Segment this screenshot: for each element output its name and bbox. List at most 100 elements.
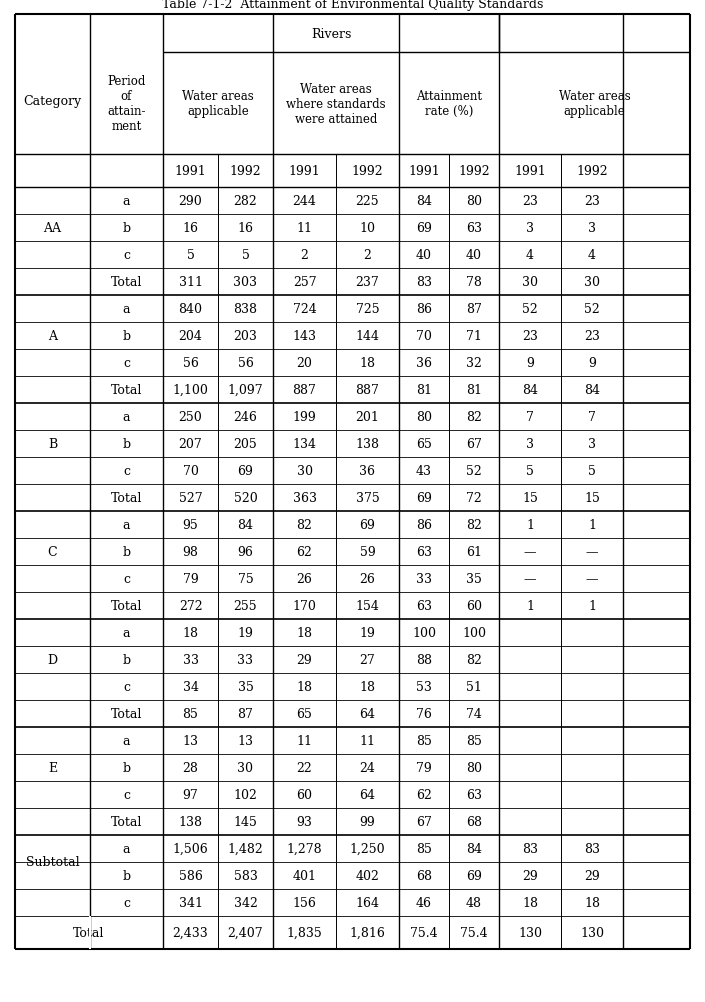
Text: Subtotal: Subtotal bbox=[25, 856, 79, 869]
Text: 11: 11 bbox=[360, 734, 376, 747]
Text: 84: 84 bbox=[522, 384, 538, 397]
Text: c: c bbox=[123, 465, 130, 478]
Text: 67: 67 bbox=[416, 816, 432, 829]
Bar bbox=[90, 916, 91, 949]
Text: 363: 363 bbox=[293, 492, 317, 504]
Text: c: c bbox=[123, 357, 130, 370]
Text: a: a bbox=[123, 411, 130, 424]
Text: 4: 4 bbox=[526, 248, 534, 262]
Text: 93: 93 bbox=[297, 816, 312, 829]
Text: Period
of
attain-
ment: Period of attain- ment bbox=[107, 75, 146, 133]
Text: 63: 63 bbox=[466, 221, 482, 234]
Text: 1992: 1992 bbox=[576, 165, 608, 177]
Text: 97: 97 bbox=[183, 789, 198, 802]
Text: 62: 62 bbox=[416, 789, 432, 802]
Text: 65: 65 bbox=[416, 438, 432, 451]
Text: 3: 3 bbox=[526, 438, 534, 451]
Text: 1,097: 1,097 bbox=[228, 384, 263, 397]
Text: 3: 3 bbox=[588, 438, 596, 451]
Text: 69: 69 bbox=[466, 869, 482, 882]
Text: 84: 84 bbox=[584, 384, 600, 397]
Text: 23: 23 bbox=[584, 194, 600, 207]
Text: 1,506: 1,506 bbox=[173, 842, 209, 855]
Text: 1991: 1991 bbox=[288, 165, 320, 177]
Text: 34: 34 bbox=[183, 680, 199, 693]
Text: 144: 144 bbox=[355, 330, 379, 343]
Text: 13: 13 bbox=[238, 734, 254, 747]
Text: a: a bbox=[123, 734, 130, 747]
Text: 87: 87 bbox=[238, 707, 253, 720]
Text: 586: 586 bbox=[178, 869, 202, 882]
Text: 201: 201 bbox=[355, 411, 379, 424]
Text: 70: 70 bbox=[183, 465, 198, 478]
Text: 84: 84 bbox=[416, 194, 432, 207]
Text: 15: 15 bbox=[522, 492, 538, 504]
Text: b: b bbox=[123, 330, 130, 343]
Text: 56: 56 bbox=[183, 357, 198, 370]
Text: 2,433: 2,433 bbox=[173, 926, 209, 939]
Text: AA: AA bbox=[44, 221, 61, 234]
Text: 402: 402 bbox=[355, 869, 379, 882]
Text: 9: 9 bbox=[526, 357, 534, 370]
Text: 70: 70 bbox=[416, 330, 432, 343]
Text: 100: 100 bbox=[462, 626, 486, 639]
Text: 16: 16 bbox=[238, 221, 254, 234]
Text: 76: 76 bbox=[416, 707, 432, 720]
Text: 68: 68 bbox=[466, 816, 482, 829]
Text: 80: 80 bbox=[416, 411, 432, 424]
Text: 1,100: 1,100 bbox=[173, 384, 209, 397]
Text: 53: 53 bbox=[416, 680, 432, 693]
Text: 48: 48 bbox=[466, 896, 482, 909]
Text: 83: 83 bbox=[522, 842, 538, 855]
Text: 3: 3 bbox=[526, 221, 534, 234]
Text: 26: 26 bbox=[297, 572, 312, 585]
Text: 13: 13 bbox=[183, 734, 199, 747]
Text: 257: 257 bbox=[293, 276, 317, 289]
Text: 35: 35 bbox=[466, 572, 482, 585]
Text: 69: 69 bbox=[238, 465, 253, 478]
Text: a: a bbox=[123, 842, 130, 855]
Text: 59: 59 bbox=[360, 545, 375, 558]
Text: b: b bbox=[123, 869, 130, 882]
Text: 401: 401 bbox=[293, 869, 317, 882]
Text: 60: 60 bbox=[297, 789, 312, 802]
Text: b: b bbox=[123, 762, 130, 775]
Text: 1: 1 bbox=[526, 518, 534, 531]
Text: 75.4: 75.4 bbox=[410, 926, 438, 939]
Text: 85: 85 bbox=[183, 707, 198, 720]
Text: 102: 102 bbox=[233, 789, 257, 802]
Text: —: — bbox=[586, 545, 599, 558]
Text: 527: 527 bbox=[178, 492, 202, 504]
Text: 86: 86 bbox=[416, 518, 432, 531]
Text: 85: 85 bbox=[416, 734, 432, 747]
Text: 64: 64 bbox=[360, 707, 376, 720]
Text: b: b bbox=[123, 653, 130, 666]
Text: 36: 36 bbox=[360, 465, 376, 478]
Text: 46: 46 bbox=[416, 896, 432, 909]
Text: 145: 145 bbox=[233, 816, 257, 829]
Text: 156: 156 bbox=[293, 896, 317, 909]
Text: 24: 24 bbox=[360, 762, 376, 775]
Text: a: a bbox=[123, 626, 130, 639]
Text: 85: 85 bbox=[466, 734, 482, 747]
Text: 52: 52 bbox=[466, 465, 482, 478]
Text: 1991: 1991 bbox=[175, 165, 207, 177]
Text: 282: 282 bbox=[233, 194, 257, 207]
Text: 237: 237 bbox=[355, 276, 379, 289]
Text: 82: 82 bbox=[466, 653, 482, 666]
Text: 33: 33 bbox=[238, 653, 254, 666]
Text: Water areas
applicable: Water areas applicable bbox=[182, 90, 254, 118]
Text: Rivers: Rivers bbox=[311, 27, 351, 40]
Text: 83: 83 bbox=[416, 276, 432, 289]
Text: 1,835: 1,835 bbox=[287, 926, 322, 939]
Text: c: c bbox=[123, 789, 130, 802]
Text: 68: 68 bbox=[416, 869, 432, 882]
Text: 2: 2 bbox=[300, 248, 309, 262]
Text: 27: 27 bbox=[360, 653, 375, 666]
Text: 1,250: 1,250 bbox=[350, 842, 386, 855]
Text: 79: 79 bbox=[416, 762, 432, 775]
Text: 170: 170 bbox=[293, 599, 317, 612]
Text: 29: 29 bbox=[584, 869, 600, 882]
Text: 100: 100 bbox=[412, 626, 436, 639]
Text: 63: 63 bbox=[416, 599, 432, 612]
